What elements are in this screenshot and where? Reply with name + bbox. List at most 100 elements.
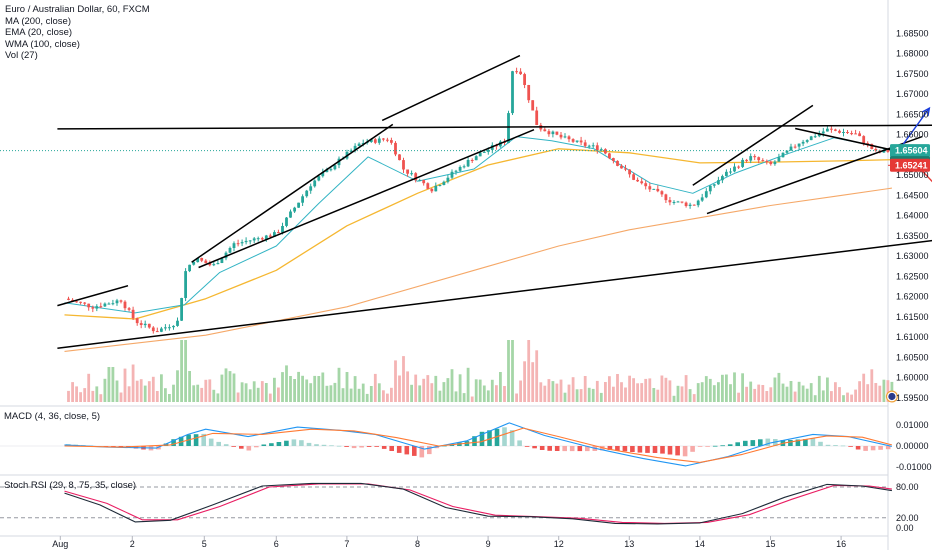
indicator-legend: Euro / Australian Dollar, 60, FXCM MA (2… [5,4,150,62]
candle-body [361,143,365,144]
price-tick-label: 1.59500 [896,393,929,403]
volume-bar [741,373,744,402]
candle-body [248,240,252,242]
candle-body [180,298,183,321]
candle-body [115,300,119,304]
price-tick-label: 1.61000 [896,332,929,342]
volume-bar [482,385,486,402]
candle-body [260,238,264,240]
volume-bar [264,383,268,402]
volume-bar [866,384,870,402]
candle-body [317,176,321,181]
candle-body [757,157,761,161]
candle-body [160,328,163,332]
macd-histogram-bar [577,446,583,452]
volume-bar [761,385,765,402]
macd-histogram-bar [284,440,289,446]
candle-body [333,165,337,170]
candle-body [821,131,825,134]
ema-legend[interactable]: EMA (20, close) [5,27,73,38]
candle-body [418,180,422,182]
volume-bar [204,379,208,402]
candle-body [583,142,587,146]
candle-body [264,235,268,240]
macd-histogram-bar [660,446,665,454]
stoch-label[interactable]: Stoch RSI (29, 8, 75, 35, close) [4,480,137,491]
wma-legend[interactable]: WMA (100, close) [5,38,80,50]
volume-bar [769,387,773,402]
vol-legend[interactable]: Vol (27) [5,50,38,61]
volume-bar [700,382,704,402]
price-tick-label: 1.68500 [896,28,929,38]
candle-body [394,142,397,155]
volume-bar [664,377,668,402]
volume-bar [644,378,648,402]
candle-body [729,171,732,173]
candle-body [870,143,874,149]
candle-body [83,302,87,304]
volume-bar [531,362,535,402]
volume-bar [555,383,559,402]
volume-bar [438,390,442,402]
volume-bar [244,383,248,402]
symbol-title[interactable]: Euro / Australian Dollar, 60, FXCM [5,4,150,15]
macd-label[interactable]: MACD (4, 36, close, 5) [4,411,101,422]
macd-histogram-bar [675,446,680,456]
candle-body [309,186,313,191]
volume-bar [160,374,163,402]
volume-bar [729,384,732,402]
ma-legend[interactable]: MA (200, close) [5,15,71,27]
macd-histogram-bar [667,446,673,455]
candle-body [745,159,748,161]
candle-body [293,207,296,212]
macd-histogram-bar [810,438,816,446]
macd-tick-label: 0.01000 [896,420,929,430]
macd-histogram-bar [697,446,703,447]
price-indicators [64,136,893,352]
macd-histogram-bar [231,446,236,447]
volume-bar [608,376,611,402]
volume-bar [676,385,680,402]
candle-body [507,113,510,143]
candle-body [67,298,70,300]
volume-bar [579,389,583,402]
volume-bar [846,392,849,402]
volume-bar [858,381,861,402]
macd-histogram-bar [600,446,605,451]
volume-bar [260,381,264,402]
candle-body [273,232,276,237]
candle-body [862,136,866,144]
volume-bar [838,387,841,402]
macd-histogram-bar [825,444,831,446]
price-tick-label: 1.64500 [896,190,929,200]
candle-body [75,301,78,303]
candle-body [628,169,631,175]
drawings[interactable] [0,54,932,349]
candle-body [188,264,191,272]
volume-bar [345,372,349,402]
macd-histogram-bar [299,440,304,446]
candle-body [725,171,728,177]
candle-body [692,204,696,206]
event-icons[interactable] [885,390,932,403]
volume-bar [107,367,111,402]
volume-bar [640,383,644,402]
volume-bar [224,368,228,402]
macd-histogram-bar [554,446,560,451]
volume-bar [854,389,857,402]
macd-histogram-bar [502,427,507,446]
macd-histogram-bar [569,446,575,452]
volume-bar [551,381,555,402]
stoch-k-line [64,482,892,525]
candle-body [79,301,82,303]
time-tick-label: 13 [624,539,634,549]
volume-bar [692,394,696,402]
candle-body [850,133,853,135]
flag-icon [888,392,896,401]
candle-body [886,149,890,152]
candle-body [305,190,309,197]
macd-histogram-bar [389,446,394,451]
volume-bar [717,382,720,402]
macd-signal-line [64,427,893,463]
